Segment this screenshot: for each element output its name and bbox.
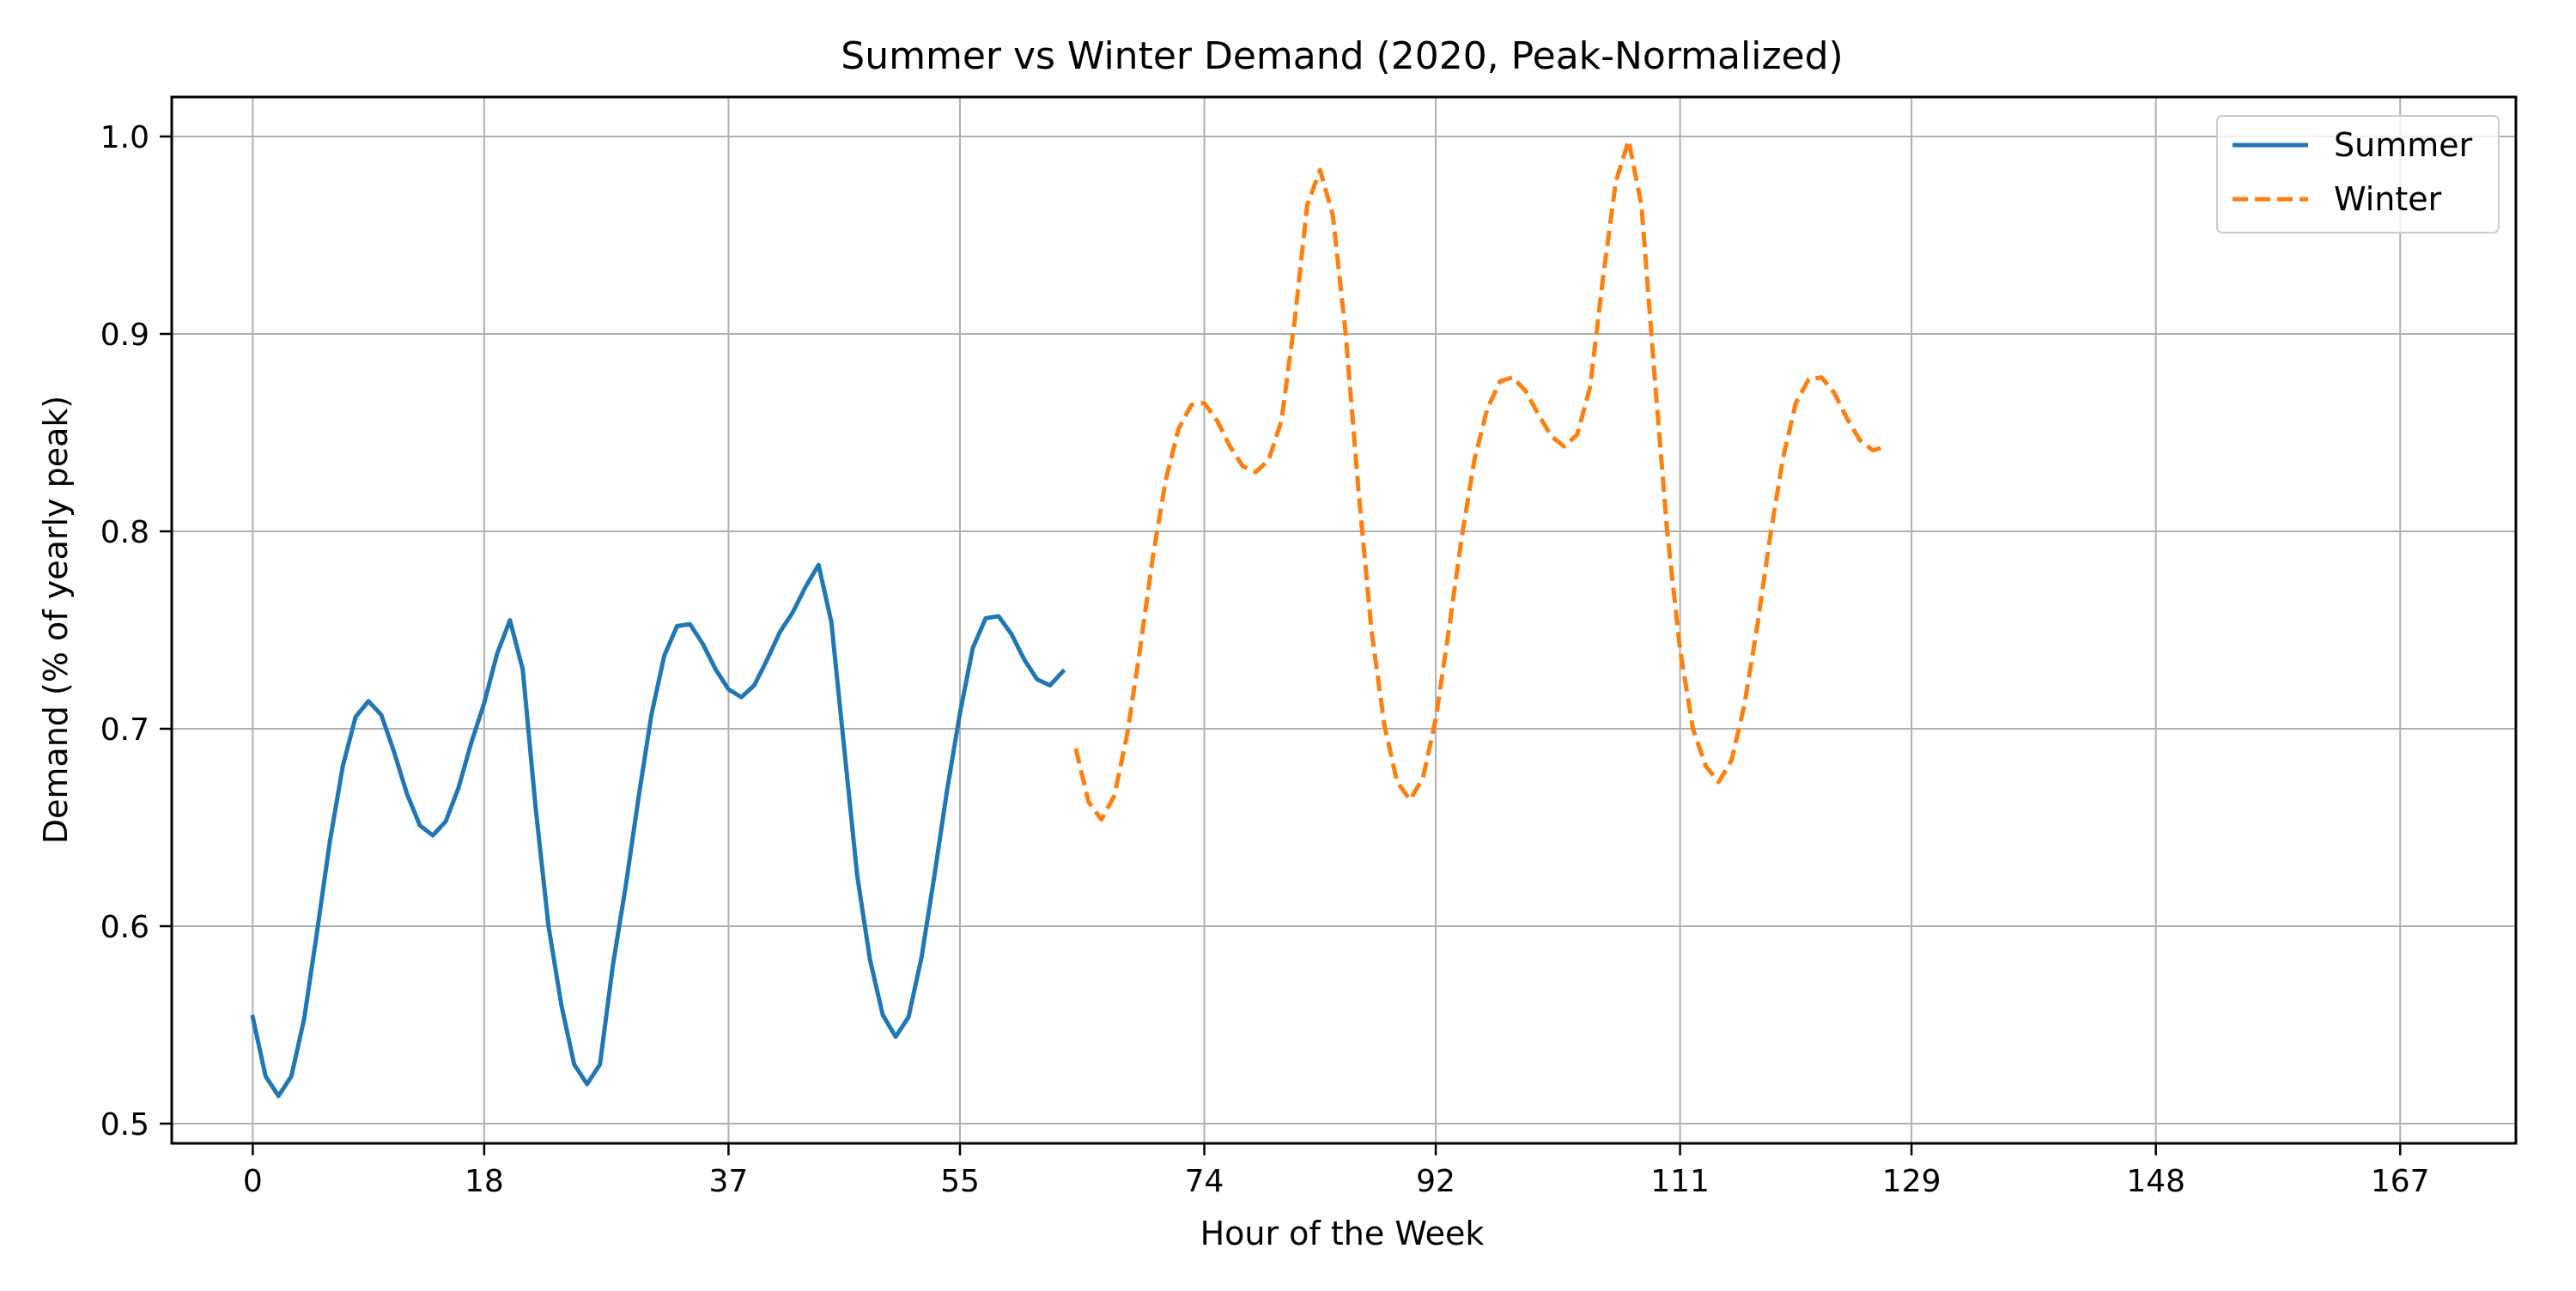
x-tick-label: 148 — [2126, 1164, 2185, 1199]
x-tick-label: 92 — [1416, 1164, 1455, 1199]
x-tick-label: 111 — [1650, 1164, 1710, 1199]
x-tick-label: 167 — [2371, 1164, 2430, 1199]
x-axis-label: Hour of the Week — [1200, 1215, 1485, 1252]
axes: 0 18 37 55 74 92 111 129 148 167 0.5 0.6 0.7 0.8 0.9 1.… — [100, 95, 2518, 1199]
chart-title: Summer vs Winter Demand (2020, Peak-Norm… — [841, 34, 1843, 78]
y-tick-label: 0.5 — [100, 1107, 149, 1143]
series-line-winter — [1073, 138, 1886, 822]
x-tick-label: 55 — [940, 1164, 980, 1199]
grid — [172, 97, 2516, 1143]
y-tick-label: 0.7 — [100, 712, 149, 748]
series-layer — [250, 138, 1886, 1099]
plot-frame — [170, 95, 2518, 1145]
y-tick-label: 0.6 — [100, 910, 149, 945]
legend-label-winter: Winter — [2334, 180, 2442, 218]
series-line-summer — [250, 562, 1066, 1099]
x-tick-label: 0 — [243, 1164, 263, 1199]
x-tick-label: 74 — [1185, 1164, 1224, 1199]
legend: Summer Winter — [2216, 115, 2500, 233]
legend-label-summer: Summer — [2334, 126, 2473, 164]
x-tick-label: 37 — [709, 1164, 749, 1199]
y-tick-label: 0.8 — [100, 515, 149, 550]
y-tick-label: 0.9 — [100, 318, 149, 353]
x-tick-label: 129 — [1882, 1164, 1941, 1199]
y-axis-label: Demand (% of yearly peak) — [37, 396, 75, 844]
y-tick-label: 1.0 — [100, 120, 149, 155]
x-tick-label: 18 — [465, 1164, 504, 1199]
